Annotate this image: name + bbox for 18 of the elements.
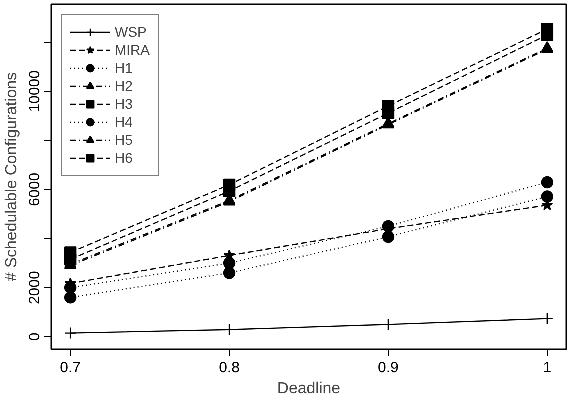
legend-label: MIRA	[115, 41, 150, 59]
x-tick-label: 1	[543, 360, 552, 376]
y-tick-label: 10000	[26, 70, 44, 112]
x-axis-title: Deadline	[277, 380, 341, 398]
y-axis-title: # Schedulable Configurations	[4, 72, 20, 282]
x-tick-label: 0.8	[219, 360, 240, 376]
y-tick-label: 6000	[26, 172, 44, 206]
legend-label: H2	[115, 77, 134, 95]
legend-label: H4	[115, 113, 134, 131]
x-tick-label: 0.9	[378, 360, 399, 376]
legend-label: H1	[115, 59, 134, 77]
legend-label: H5	[115, 131, 134, 149]
legend-label: H3	[115, 95, 134, 113]
legend-label: H6	[115, 149, 134, 167]
legend-label: WSP	[115, 23, 147, 41]
x-tick-label: 0.7	[60, 360, 82, 376]
y-tick-label: 2000	[26, 271, 44, 305]
y-tick-label: 0	[26, 332, 44, 342]
